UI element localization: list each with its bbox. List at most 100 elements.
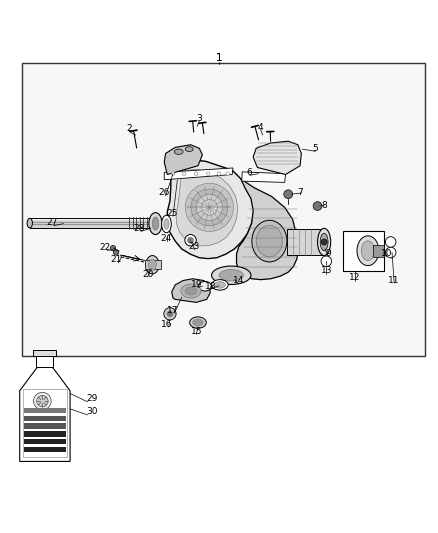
Bar [24, 416, 66, 421]
Circle shape [167, 311, 173, 317]
Circle shape [37, 395, 48, 407]
Ellipse shape [181, 284, 201, 298]
Ellipse shape [212, 280, 228, 290]
Circle shape [171, 172, 175, 175]
Text: 17: 17 [167, 306, 179, 315]
Polygon shape [253, 141, 301, 174]
Ellipse shape [198, 281, 212, 291]
Text: 20: 20 [142, 270, 153, 279]
Circle shape [187, 237, 194, 243]
Ellipse shape [152, 217, 159, 230]
Polygon shape [164, 168, 233, 180]
Ellipse shape [320, 233, 328, 251]
Ellipse shape [212, 266, 251, 285]
Ellipse shape [186, 287, 196, 295]
Ellipse shape [256, 225, 283, 257]
Bar [287, 229, 324, 255]
Circle shape [226, 172, 230, 175]
Bar [36, 354, 53, 367]
Polygon shape [242, 172, 286, 182]
Circle shape [321, 239, 327, 245]
Text: 7: 7 [297, 189, 303, 197]
Circle shape [185, 183, 233, 231]
Text: 18: 18 [205, 282, 216, 290]
Circle shape [194, 172, 198, 175]
Text: 30: 30 [86, 407, 98, 416]
Text: 8: 8 [321, 201, 327, 209]
Ellipse shape [149, 213, 162, 235]
Ellipse shape [148, 259, 156, 270]
Circle shape [217, 172, 221, 175]
Text: 1: 1 [215, 53, 223, 63]
Text: 4: 4 [258, 123, 263, 132]
Text: 21: 21 [110, 255, 122, 264]
Ellipse shape [164, 219, 169, 229]
Ellipse shape [162, 215, 171, 233]
Ellipse shape [190, 317, 206, 328]
Bar [150, 217, 158, 229]
Bar [145, 260, 161, 269]
Ellipse shape [27, 219, 32, 228]
Text: 29: 29 [86, 394, 98, 403]
Text: 6: 6 [247, 168, 253, 177]
Bar [24, 423, 66, 429]
Text: 24: 24 [160, 233, 171, 243]
Circle shape [313, 201, 322, 211]
Bar [33, 350, 56, 356]
Polygon shape [176, 169, 238, 246]
Circle shape [185, 235, 196, 246]
Bar [24, 447, 66, 453]
Text: 12: 12 [349, 273, 360, 282]
Text: 28: 28 [134, 224, 145, 233]
Polygon shape [20, 367, 70, 462]
Ellipse shape [357, 236, 379, 265]
Polygon shape [164, 145, 202, 174]
Ellipse shape [215, 281, 225, 288]
Text: 15: 15 [191, 327, 202, 336]
Bar [23, 389, 67, 457]
Circle shape [113, 250, 119, 255]
Text: 1: 1 [215, 53, 223, 63]
Ellipse shape [219, 270, 244, 281]
Bar [343, 231, 384, 271]
Circle shape [182, 172, 186, 175]
Text: 9: 9 [325, 249, 332, 258]
Text: 5: 5 [312, 144, 318, 153]
Text: 26: 26 [159, 189, 170, 197]
Bar [22, 63, 425, 356]
Circle shape [110, 246, 116, 251]
Text: 14: 14 [233, 277, 244, 286]
Ellipse shape [146, 255, 159, 274]
Text: 22: 22 [99, 243, 111, 252]
Polygon shape [167, 159, 254, 259]
Ellipse shape [252, 220, 287, 262]
Text: 2: 2 [127, 124, 132, 133]
Bar [24, 408, 66, 413]
Circle shape [385, 237, 396, 247]
Ellipse shape [185, 147, 193, 151]
Bar [24, 439, 66, 445]
Circle shape [34, 392, 51, 410]
Bar [24, 431, 66, 437]
Text: 16: 16 [161, 320, 172, 329]
Polygon shape [237, 179, 298, 280]
Text: 10: 10 [381, 249, 392, 258]
Text: 25: 25 [166, 208, 178, 217]
Circle shape [284, 190, 293, 199]
Ellipse shape [174, 149, 183, 155]
Circle shape [385, 247, 396, 258]
Circle shape [191, 189, 228, 226]
Text: 3: 3 [196, 114, 202, 123]
Text: 19: 19 [191, 280, 203, 289]
Ellipse shape [361, 241, 374, 261]
Circle shape [201, 199, 217, 215]
Circle shape [164, 308, 176, 320]
Circle shape [321, 256, 332, 266]
Polygon shape [172, 279, 210, 302]
Text: 27: 27 [46, 218, 57, 227]
Text: 13: 13 [321, 266, 332, 276]
Text: 11: 11 [389, 276, 400, 285]
Ellipse shape [318, 229, 331, 255]
Bar [373, 245, 384, 257]
Circle shape [206, 172, 210, 175]
